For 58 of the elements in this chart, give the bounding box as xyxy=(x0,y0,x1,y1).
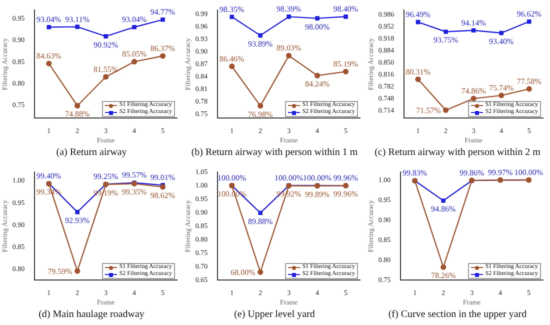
data-label: 86.37% xyxy=(150,44,176,54)
data-label: 99.89% xyxy=(304,190,330,199)
data-label: 92.93% xyxy=(65,216,90,226)
data-label: 68.00% xyxy=(230,268,256,278)
data-label: 93.04% xyxy=(36,15,62,24)
data-label: 98.39% xyxy=(276,4,302,14)
data-label: 71.57% xyxy=(416,106,442,116)
text: (e) Upper level yard xyxy=(233,308,316,322)
data-label: 99.97% xyxy=(488,168,513,178)
data-label: 99.96% xyxy=(333,190,358,199)
data-label: 94.14% xyxy=(461,18,486,28)
data-label: 94.86% xyxy=(431,204,456,214)
data-label: 74.88% xyxy=(65,110,90,119)
data-label: 93.04% xyxy=(122,15,147,24)
data-label: 90.92% xyxy=(93,40,118,50)
data-label: 100.00% xyxy=(274,174,304,183)
data-label: 84.24% xyxy=(304,80,330,89)
data-label: 99.40% xyxy=(36,171,62,180)
data-label: 99.57% xyxy=(122,170,147,180)
data-label: 96.62% xyxy=(516,10,542,19)
data-label: 89.03% xyxy=(276,44,302,53)
data-label: 93.75% xyxy=(433,36,458,45)
data-label: 80.31% xyxy=(406,67,431,76)
data-label: 84.63% xyxy=(36,52,62,61)
data-label: 96.49% xyxy=(406,10,431,20)
data-label: 89.88% xyxy=(248,216,274,226)
data-label: 100.00% xyxy=(514,168,544,178)
text: (d) Main haulage roadway xyxy=(38,308,146,322)
data-label: 100.00% xyxy=(302,174,332,183)
data-label: 76.98% xyxy=(248,110,274,119)
data-label: 99.83% xyxy=(402,168,428,178)
data-label: 93.40% xyxy=(489,36,514,46)
data-label: 99.96% xyxy=(333,174,358,183)
data-label: 74.86% xyxy=(461,86,486,96)
data-label: 75.74% xyxy=(489,83,514,92)
text: (c) Return airway with person within 2 m xyxy=(374,146,542,160)
data-label: 99.86% xyxy=(459,168,484,178)
data-label: 98.40% xyxy=(333,4,358,14)
data-label: 78.26% xyxy=(431,271,456,280)
data-label: 98.62% xyxy=(150,190,176,200)
data-label: 94.77% xyxy=(150,8,176,17)
data-label: 99.35% xyxy=(122,188,147,197)
data-label: 79.59% xyxy=(48,266,73,276)
data-label: 100.00% xyxy=(218,174,247,183)
data-label: 77.58% xyxy=(516,76,542,86)
data-label: 98.35% xyxy=(220,4,245,14)
data-label: 86.46% xyxy=(220,54,245,64)
data-label: 81.55% xyxy=(93,64,118,74)
data-label: 85.05% xyxy=(122,50,147,59)
data-label: 85.19% xyxy=(333,60,358,69)
data-label: 99.01% xyxy=(150,173,176,182)
text: (f) Curve section in the upper yard xyxy=(387,308,528,322)
data-label: 98.00% xyxy=(304,22,330,32)
text: (b) Return airway with person within 1 m xyxy=(190,146,359,160)
data-label: 99.25% xyxy=(93,172,118,182)
data-label: 93.11% xyxy=(65,14,90,24)
text: (a) Return airway xyxy=(55,146,128,160)
data-label: 93.89% xyxy=(248,39,274,48)
